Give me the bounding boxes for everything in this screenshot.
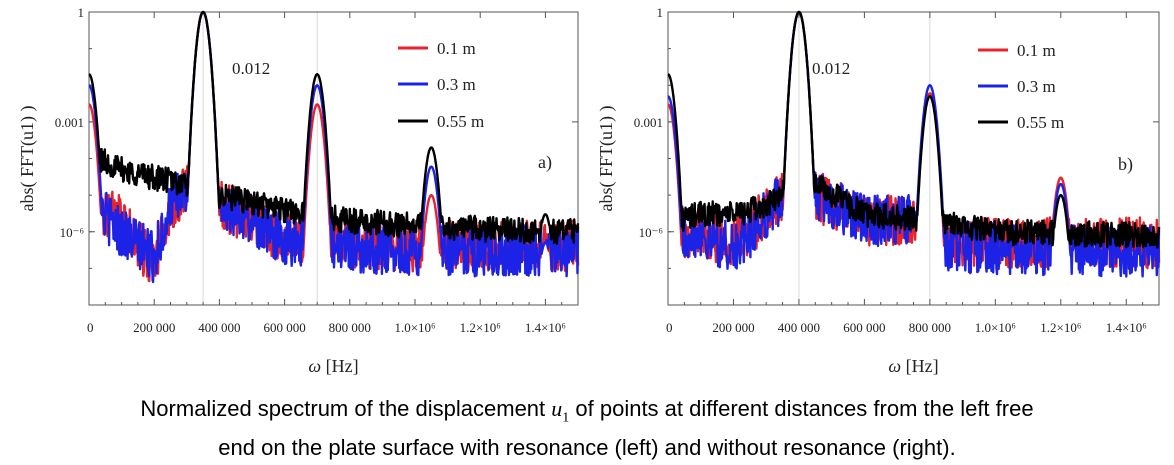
x-tick-label: 800 000 bbox=[329, 320, 371, 335]
x-tick-label: 200 000 bbox=[712, 320, 754, 335]
legend-label: 0.1 m bbox=[1017, 41, 1056, 60]
legend-label: 0.3 m bbox=[437, 75, 476, 94]
x-tick-label: 600 000 bbox=[263, 320, 305, 335]
caption-part-2: of points at different distances from th… bbox=[569, 396, 1034, 421]
y-axis-label: abs( FFT(u1) ) bbox=[596, 106, 617, 212]
y-tick-label: 1 bbox=[78, 5, 85, 20]
figure-caption: Normalized spectrum of the displacement … bbox=[0, 394, 1174, 463]
x-tick-label: 400 000 bbox=[778, 320, 820, 335]
y-axis-ticks: 1 0.001 10⁻⁶ bbox=[634, 5, 1159, 306]
y-tick-label: 10⁻⁶ bbox=[639, 225, 663, 240]
x-axis-label: ω [Hz] bbox=[888, 356, 938, 376]
panel-label: b) bbox=[1118, 154, 1133, 175]
caption-line-1: Normalized spectrum of the displacement … bbox=[0, 394, 1174, 433]
x-tick-label: 200 000 bbox=[133, 320, 175, 335]
legend-label: 0.1 m bbox=[437, 39, 476, 58]
x-axis-label: ω [Hz] bbox=[308, 356, 358, 376]
y-tick-label: 10⁻⁶ bbox=[60, 225, 84, 240]
x-axis-ticks: 0 200 000 400 000 600 000 800 000 1.0×10⁶ 1.2×… bbox=[87, 12, 566, 335]
y-tick-label: 0.001 bbox=[55, 115, 84, 130]
series-line-0_3m bbox=[88, 10, 580, 284]
x-tick-label: 1.2×10⁶ bbox=[1040, 320, 1081, 335]
y-axis-ticks: 1 0.001 10⁻⁶ bbox=[55, 5, 578, 306]
x-tick-label: 800 000 bbox=[909, 320, 951, 335]
caption-line-2: end on the plate surface with resonance … bbox=[218, 435, 956, 461]
grid-lines bbox=[202, 12, 318, 305]
x-tick-label: 1.0×10⁶ bbox=[975, 320, 1016, 335]
y-tick-label: 0.001 bbox=[634, 115, 663, 130]
x-tick-label: 600 000 bbox=[843, 320, 885, 335]
chart-panel-1: 0 200 000 400 000 600 000 800 000 1.0×10⁶ 1.2×… bbox=[17, 5, 580, 376]
peak-annotation: 0.012 bbox=[812, 59, 850, 78]
peak-annotation: 0.012 bbox=[232, 59, 270, 78]
legend-label: 0.55 m bbox=[437, 112, 484, 131]
x-tick-label: 0 bbox=[87, 320, 94, 335]
caption-part-1: Normalized spectrum of the displacement bbox=[140, 396, 552, 421]
legend-label: 0.55 m bbox=[1017, 113, 1064, 132]
series-group bbox=[667, 10, 1161, 278]
x-tick-label: 1.4×10⁶ bbox=[525, 320, 566, 335]
grid-lines bbox=[798, 12, 931, 305]
series-group bbox=[88, 10, 580, 284]
x-tick-label: 0 bbox=[666, 320, 673, 335]
legend: 0.1 m 0.3 m 0.55 m bbox=[978, 41, 1064, 132]
caption-subscript: 1 bbox=[562, 410, 570, 426]
x-tick-label: 1.4×10⁶ bbox=[1106, 320, 1147, 335]
x-tick-label: 1.0×10⁶ bbox=[394, 320, 435, 335]
x-tick-label: 1.2×10⁶ bbox=[460, 320, 501, 335]
chart-panel-2: 0 200 000 400 000 600 000 800 000 1.0×10⁶ 1.2×… bbox=[596, 5, 1161, 376]
y-tick-label: 1 bbox=[657, 5, 664, 20]
legend: 0.1 m 0.3 m 0.55 m bbox=[398, 39, 484, 131]
series-line-0_55m bbox=[667, 10, 1161, 249]
series-line-0_55m bbox=[88, 10, 580, 245]
caption-variable: u1 bbox=[551, 396, 570, 426]
y-axis-label: abs( FFT(u1) ) bbox=[17, 106, 38, 212]
panel-label: a) bbox=[538, 152, 552, 173]
x-axis-ticks: 0 200 000 400 000 600 000 800 000 1.0×10⁶ 1.2×… bbox=[666, 12, 1147, 335]
x-tick-label: 400 000 bbox=[198, 320, 240, 335]
legend-label: 0.3 m bbox=[1017, 77, 1056, 96]
